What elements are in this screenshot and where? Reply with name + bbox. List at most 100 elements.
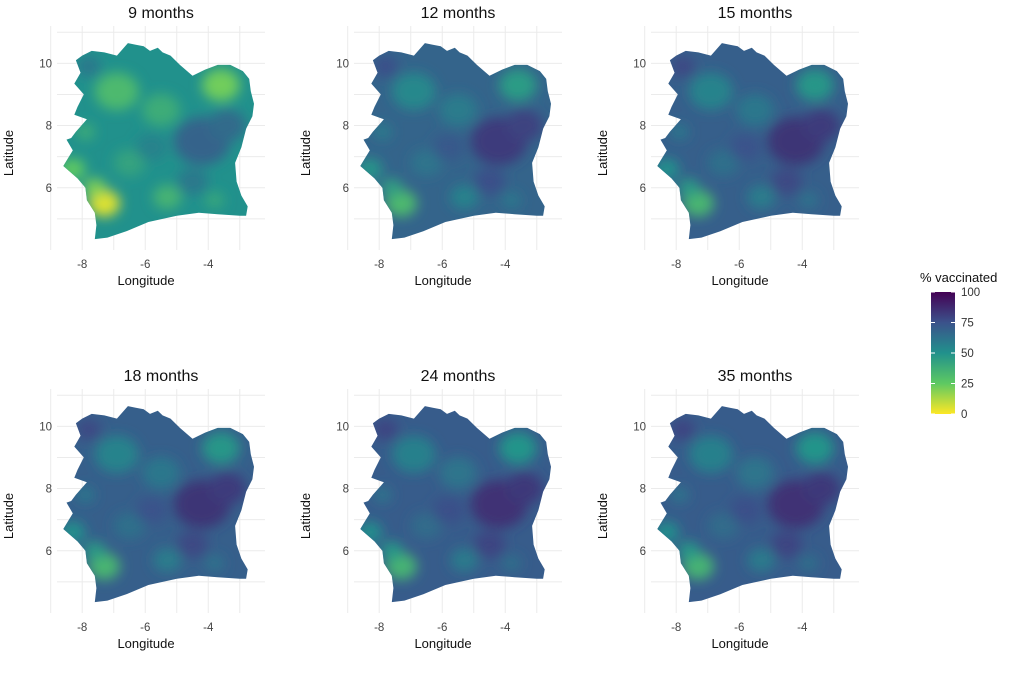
coverage-map [360, 43, 551, 240]
y-axis-title: Latitude [595, 130, 610, 176]
coverage-area [729, 496, 762, 524]
x-tick-label: -4 [203, 259, 214, 271]
coverage-area [201, 432, 240, 465]
coverage-area [360, 521, 383, 543]
coverage-area [142, 93, 180, 127]
coverage-area [83, 178, 106, 198]
coverage-area [75, 55, 102, 78]
panel-title: 12 months [421, 5, 496, 22]
y-axis-title: Latitude [1, 130, 16, 176]
coverage-area [677, 541, 700, 561]
coverage-area [380, 178, 403, 198]
x-axis-title: Longitude [414, 273, 471, 288]
legend-tick-label: 100 [961, 287, 980, 299]
coverage-map [657, 43, 848, 240]
y-axis-title: Latitude [1, 493, 16, 539]
legend-title: % vaccinated [920, 270, 997, 285]
y-axis-title: Latitude [298, 130, 313, 176]
coverage-area [795, 432, 834, 465]
panel-title: 24 months [421, 368, 496, 385]
coverage-area [770, 168, 803, 195]
coverage-area [439, 456, 477, 490]
x-tick-label: -4 [203, 622, 214, 634]
coverage-area [450, 548, 479, 573]
legend-tick-label: 0 [961, 409, 967, 421]
coverage-area [142, 456, 180, 490]
x-tick-label: -8 [77, 622, 87, 634]
coverage-area [736, 456, 774, 490]
coverage-area [799, 192, 819, 209]
x-tick-label: -6 [734, 622, 744, 634]
coverage-area [176, 168, 209, 195]
x-tick-label: -6 [140, 622, 150, 634]
coverage-area [669, 123, 689, 140]
y-tick-label: 6 [343, 183, 349, 195]
coverage-area [94, 72, 139, 111]
coverage-area [747, 185, 776, 210]
x-tick-label: -8 [374, 622, 384, 634]
map-panel: 35 months -8 -6 -4 6 8 10 Longitude Latitude [595, 368, 859, 651]
y-tick-label: 6 [640, 183, 646, 195]
x-tick-label: -8 [671, 622, 681, 634]
coverage-area [176, 531, 209, 558]
map-panel: 9 months -8 -6 -4 6 8 10 Longitude Latitude [1, 5, 265, 288]
x-tick-label: -4 [797, 622, 808, 634]
coverage-area [669, 486, 689, 503]
coverage-area [135, 133, 168, 161]
coverage-area [669, 55, 696, 78]
x-tick-label: -6 [437, 259, 447, 271]
x-tick-label: -6 [734, 259, 744, 271]
coverage-area [135, 496, 168, 524]
x-tick-label: -8 [77, 259, 87, 271]
coverage-area [391, 435, 436, 474]
coverage-area [505, 109, 544, 142]
coverage-area [75, 123, 95, 140]
y-tick-label: 10 [39, 58, 52, 70]
x-axis-title: Longitude [117, 636, 174, 651]
coverage-variation [360, 418, 544, 580]
y-axis-title: Latitude [298, 493, 313, 539]
y-tick-label: 8 [640, 121, 646, 133]
coverage-area [208, 109, 247, 142]
coverage-area [153, 548, 182, 573]
y-tick-label: 8 [343, 484, 349, 496]
y-tick-label: 8 [640, 484, 646, 496]
coverage-map [657, 406, 848, 603]
coverage-area [688, 72, 733, 111]
y-tick-label: 8 [46, 121, 52, 133]
coverage-area [380, 541, 403, 561]
coverage-area [153, 185, 182, 210]
coverage-map [360, 406, 551, 603]
coverage-area [707, 149, 740, 177]
legend-ticks: 100 75 50 25 0 [931, 287, 980, 421]
coverage-area [360, 158, 383, 180]
panel-title: 18 months [124, 368, 199, 385]
coverage-area [75, 418, 102, 441]
coverage-area [795, 69, 834, 102]
coverage-area [473, 531, 506, 558]
coverage-area [736, 93, 774, 127]
coverage-variation [360, 55, 544, 217]
x-axis-title: Longitude [711, 273, 768, 288]
coverage-area [498, 432, 537, 465]
coverage-variation [657, 55, 841, 217]
x-tick-label: -8 [374, 259, 384, 271]
coverage-area [113, 149, 146, 177]
coverage-area [372, 418, 399, 441]
coverage-area [729, 133, 762, 161]
y-tick-label: 6 [343, 546, 349, 558]
coverage-area [498, 69, 537, 102]
map-panel: 24 months -8 -6 -4 6 8 10 Longitude Latitude [298, 368, 562, 651]
y-tick-label: 6 [46, 546, 52, 558]
coverage-variation [63, 418, 247, 580]
coverage-area [432, 133, 465, 161]
coverage-area [747, 548, 776, 573]
y-tick-label: 10 [336, 421, 349, 433]
coverage-map [63, 406, 254, 603]
coverage-area [802, 472, 841, 505]
coverage-area [372, 486, 392, 503]
legend-tick-label: 25 [961, 379, 974, 391]
coverage-area [450, 185, 479, 210]
legend-tick-label: 50 [961, 348, 974, 360]
